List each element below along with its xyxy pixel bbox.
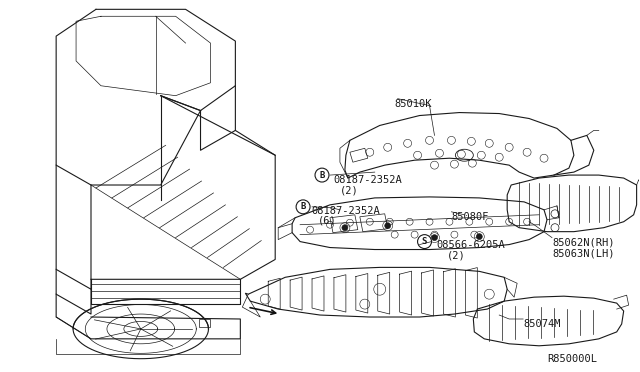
Text: 85010K: 85010K [395,99,432,109]
Circle shape [417,235,431,248]
Text: 85080F: 85080F [451,212,489,222]
Text: 08187-2352A: 08187-2352A [311,206,380,216]
Text: 85063N(LH): 85063N(LH) [552,248,614,259]
Text: 08566-6205A: 08566-6205A [436,240,505,250]
Circle shape [431,235,438,241]
Circle shape [476,234,483,240]
Text: 85074M: 85074M [523,319,561,329]
Text: (6): (6) [318,216,337,226]
Text: 08187-2352A: 08187-2352A [333,175,402,185]
Circle shape [296,200,310,214]
Text: B: B [319,171,324,180]
Text: S: S [422,237,428,246]
Circle shape [342,225,348,231]
Text: R850000L: R850000L [547,354,597,364]
Circle shape [385,223,390,229]
Text: B: B [300,202,306,211]
Text: (2): (2) [340,185,358,195]
Circle shape [315,168,329,182]
Text: (2): (2) [447,250,465,260]
Text: 85062N(RH): 85062N(RH) [552,238,614,248]
